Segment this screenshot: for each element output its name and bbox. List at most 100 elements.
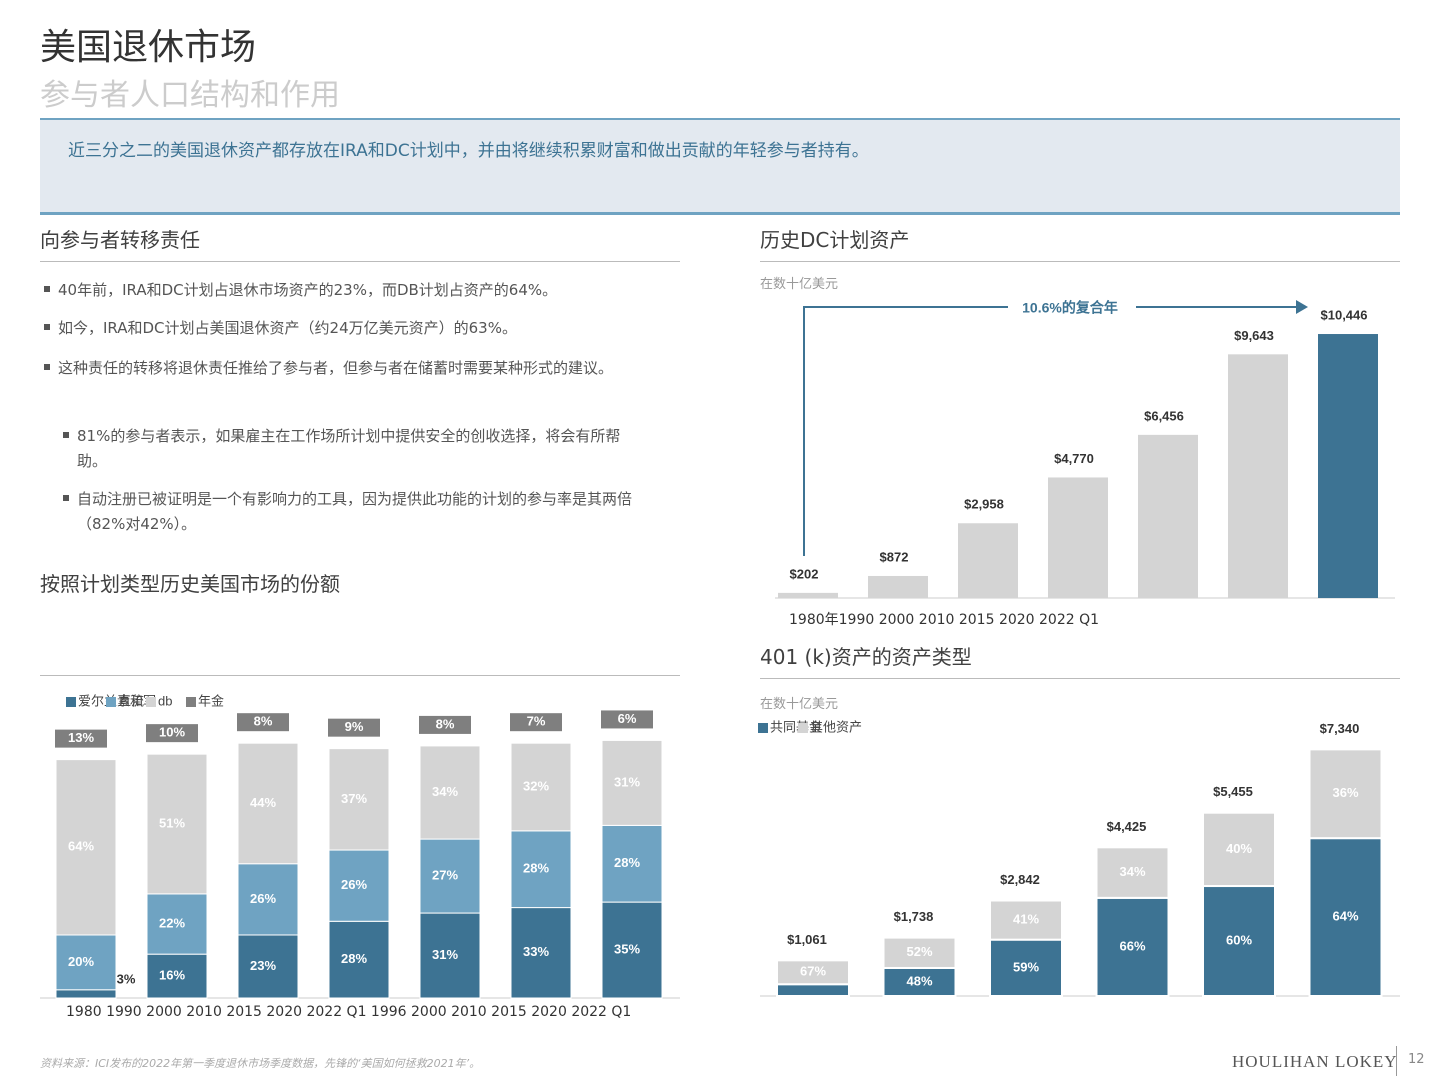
data-label: 60% <box>1226 932 1252 947</box>
bullet-dot <box>44 364 50 370</box>
bar-segment <box>328 748 390 851</box>
annuity-box <box>601 710 653 729</box>
data-label: 48% <box>906 973 932 988</box>
annuity-box <box>510 713 562 732</box>
data-label: 28% <box>341 951 367 966</box>
divider <box>1396 1046 1397 1076</box>
data-label: 64% <box>1332 909 1358 924</box>
legend-label: 其他资产 <box>810 719 862 734</box>
data-label: 52% <box>906 944 932 959</box>
bullet: 如今，IRA和DC计划占美国退休资产（约24万亿美元资产）的63%。 <box>58 319 517 337</box>
data-label: $2,842 <box>1000 872 1040 887</box>
rule <box>40 675 680 676</box>
chart-title: 按照计划类型历史美国市场的份额 <box>40 572 340 596</box>
section-title: 向参与者转移责任 <box>40 224 680 262</box>
data-label: $2,958 <box>964 497 1004 512</box>
data-label: 67% <box>800 964 826 979</box>
brand: HOULIHAN LOKEY <box>1232 1052 1398 1071</box>
sub-bullet: 自动注册已被证明是一个有影响力的工具，因为提供此功能的计划的参与率是其两倍（82… <box>77 490 633 533</box>
data-label: 8% <box>436 716 455 731</box>
data-label: 27% <box>432 868 458 883</box>
data-label: $10,446 <box>1321 307 1368 322</box>
chart-title: 401 (k)资产的资产类型 <box>760 641 1400 679</box>
legend-swatch <box>146 697 156 707</box>
bar-segment <box>989 899 1063 941</box>
bar-segment <box>1095 896 1170 998</box>
data-label: 23% <box>250 958 276 973</box>
page-number: 12 <box>1408 1052 1425 1067</box>
data-label: 6% <box>618 711 637 726</box>
data-label: $6,456 <box>1144 408 1184 423</box>
legend-swatch <box>186 697 196 707</box>
bullet-dot <box>44 324 50 330</box>
bar-segment <box>1202 811 1276 888</box>
annotation: 10.6%的复合年 <box>1022 300 1118 316</box>
callout-text: 近三分之二的美国退休资产都存放在IRA和DC计划中，并由将继续积累财富和做出贡献… <box>68 141 869 161</box>
data-label: 10% <box>159 725 185 740</box>
legend-swatch <box>798 723 808 733</box>
bar-segment <box>601 901 663 999</box>
callout-box <box>40 118 1400 215</box>
data-label: 26% <box>250 891 276 906</box>
data-label: $202 <box>790 566 819 581</box>
bar <box>778 592 838 598</box>
annuity-box <box>419 715 471 734</box>
annuity-box <box>237 713 289 732</box>
annuity-box <box>55 729 107 748</box>
legend-swatch <box>66 697 76 707</box>
bar-segment <box>146 953 208 999</box>
bullet: 这种责任的转移将退休责任推给了参与者，但参与者在储蓄时需要某种形式的建议。 <box>58 359 614 377</box>
bullet-dot <box>63 495 69 501</box>
data-label: 13% <box>68 730 94 745</box>
data-label: 64% <box>68 839 94 854</box>
bar-segment <box>601 739 663 826</box>
data-label: 40% <box>1226 841 1252 856</box>
bar-segment <box>55 934 117 991</box>
bullet: 40年前，IRA和DC计划占退休市场资产的23%，而DB计划占资产的64%。 <box>58 281 558 299</box>
data-label: $4,770 <box>1054 451 1094 466</box>
data-label: 37% <box>341 791 367 806</box>
data-label: $5,455 <box>1213 784 1253 799</box>
chart-title: 历史DC计划资产 <box>760 224 1400 262</box>
data-label: 34% <box>432 784 458 799</box>
bar-segment <box>146 893 208 955</box>
data-label: 26% <box>341 877 367 892</box>
legend-label: 爱尔兰素和军 <box>78 693 156 708</box>
data-label: $4,425 <box>1107 819 1147 834</box>
bar-segment <box>882 966 957 998</box>
annotation-bg <box>1008 297 1136 319</box>
x-labels: 1980 1990 2000 2010 2015 2020 2022 Q1 19… <box>66 1004 632 1020</box>
bar-segment <box>237 863 299 936</box>
legend-label: 年金 <box>198 693 224 708</box>
data-label: 66% <box>1119 938 1145 953</box>
data-label: $1,738 <box>894 909 934 924</box>
legend-label: db <box>158 693 172 708</box>
data-label: 41% <box>1013 912 1039 927</box>
data-label: 32% <box>523 778 549 793</box>
bar-segment <box>510 742 572 832</box>
data-label: 28% <box>523 861 549 876</box>
subtitle: 参与者人口结构和作用 <box>40 78 340 113</box>
data-label: 28% <box>614 855 640 870</box>
arrow-head <box>1296 300 1308 314</box>
data-label: $1,061 <box>787 932 827 947</box>
x-labels: 1980年1990 2000 2010 2015 2020 2022 Q1 <box>789 612 1100 628</box>
data-label: 7% <box>527 714 546 729</box>
bar-segment <box>146 753 208 895</box>
bar-segment <box>510 830 572 909</box>
data-label: 36% <box>1332 785 1358 800</box>
data-label: 3% <box>117 971 136 986</box>
bar <box>1318 334 1378 598</box>
legend-label: 共同基金 <box>770 719 822 734</box>
bar-segment <box>328 920 390 999</box>
data-label: 22% <box>159 915 185 930</box>
bar-segment <box>1308 748 1383 840</box>
annuity-box <box>328 718 380 737</box>
data-label: $9,643 <box>1234 328 1274 343</box>
legend-label: 直流 <box>118 693 144 708</box>
data-label: $7,340 <box>1320 721 1360 736</box>
unit: 在数十亿美元 <box>760 697 839 712</box>
bar-segment <box>419 912 481 999</box>
